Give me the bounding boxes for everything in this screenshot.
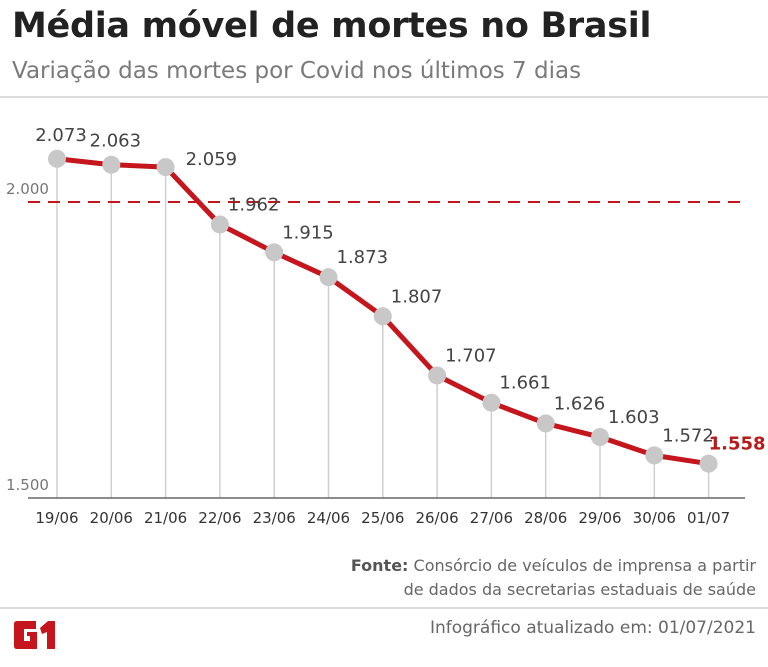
data-point xyxy=(428,366,447,385)
g1-logo xyxy=(14,621,55,649)
x-tick-label: 26/06 xyxy=(415,509,458,527)
source-note: Fonte: Consórcio de veículos de imprensa… xyxy=(351,554,756,602)
data-point xyxy=(482,393,501,412)
x-tick-label: 29/06 xyxy=(578,509,621,527)
data-label: 1.626 xyxy=(554,393,606,414)
data-point xyxy=(48,149,66,168)
x-tick-label: 25/06 xyxy=(361,509,404,527)
data-label: 1.807 xyxy=(391,286,443,307)
data-point xyxy=(102,155,121,174)
data-point xyxy=(645,446,664,465)
data-label: 1.962 xyxy=(228,194,280,215)
x-tick-label: 27/06 xyxy=(470,509,513,527)
source-line-2: de dados da secretarias estaduais de saú… xyxy=(403,580,756,599)
x-tick-label: 01/07 xyxy=(687,509,730,527)
source-label: Fonte: xyxy=(350,556,409,575)
source-line-1: Consórcio de veículos de imprensa a part… xyxy=(413,556,756,575)
data-label: 1.915 xyxy=(282,222,334,243)
updated-note: Infográfico atualizado em: 01/07/2021 xyxy=(429,618,756,638)
x-tick-label: 22/06 xyxy=(198,509,241,527)
x-tick-label: 28/06 xyxy=(524,509,567,527)
data-label: 1.572 xyxy=(662,425,714,446)
data-point xyxy=(265,243,284,262)
y-tick-label: 1.500 xyxy=(6,476,49,494)
data-point xyxy=(373,307,392,326)
line-chart: 1.500 2.000 19/06 20/06 21/06 22/06 23/06 24/06… xyxy=(6,125,766,527)
page-title: Média móvel de mortes no Brasil xyxy=(12,6,652,46)
page-subtitle: Variação das mortes por Covid nos último… xyxy=(12,58,582,84)
data-point xyxy=(319,268,338,287)
data-label: 1.707 xyxy=(445,345,497,366)
data-point xyxy=(156,158,175,177)
data-point xyxy=(699,454,718,473)
x-tick-label: 20/06 xyxy=(90,509,133,527)
data-label: 2.073 xyxy=(35,125,87,146)
x-tick-label: 19/06 xyxy=(35,509,78,527)
data-label: 2.063 xyxy=(90,131,142,152)
data-label: 1.661 xyxy=(499,373,551,394)
x-tick-label: 24/06 xyxy=(307,509,350,527)
data-point xyxy=(536,414,555,433)
data-point xyxy=(210,215,229,234)
header-divider xyxy=(0,96,768,98)
data-label: 1.873 xyxy=(337,247,389,268)
x-tick-label: 23/06 xyxy=(253,509,296,527)
x-tick-label: 30/06 xyxy=(633,509,676,527)
x-tick-label: 21/06 xyxy=(144,509,187,527)
data-label: 1.558 xyxy=(709,434,766,455)
data-point xyxy=(591,428,609,447)
data-label: 1.603 xyxy=(608,407,660,428)
y-tick-label: 2.000 xyxy=(6,180,49,198)
footer-divider xyxy=(0,607,768,609)
data-label: 2.059 xyxy=(186,149,238,170)
